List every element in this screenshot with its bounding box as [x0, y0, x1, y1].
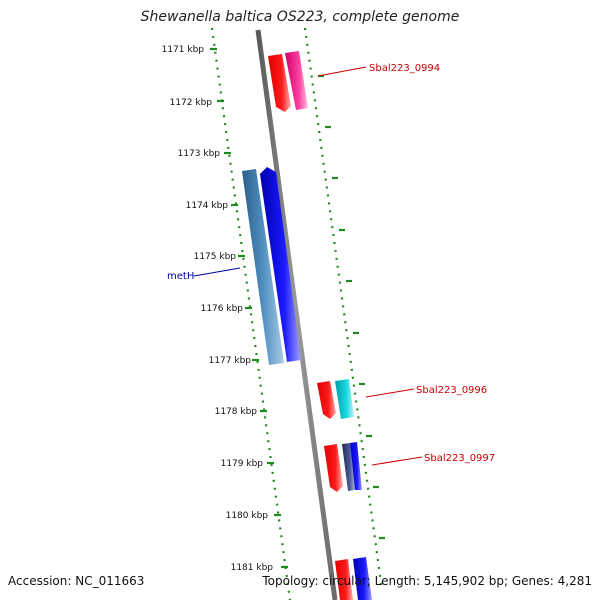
- tick-label: 1177 kbp: [209, 356, 252, 366]
- inner-ruler: [210, 27, 292, 600]
- gene-label[interactable]: Sbal223_0996: [416, 385, 487, 396]
- outer-ruler-ticks: [318, 74, 385, 540]
- tick-label: 1171 kbp: [162, 45, 205, 55]
- tick-label: 1173 kbp: [178, 149, 221, 159]
- tick-label: 1181 kbp: [231, 563, 274, 573]
- genome-summary-text: Topology: circular; Length: 5,145,902 bp…: [262, 574, 592, 588]
- tick-label: 1174 kbp: [186, 201, 229, 211]
- inner-ruler-ticks: [210, 47, 288, 569]
- gene-label[interactable]: Sbal223_0994: [369, 63, 440, 74]
- tick-label: 1172 kbp: [170, 98, 213, 108]
- gene-label[interactable]: metH: [167, 271, 194, 282]
- gene-meth[interactable]: [242, 167, 301, 365]
- tick-label: 1179 kbp: [221, 459, 264, 469]
- gene-bottom[interactable]: [335, 557, 372, 600]
- label-leaders: [193, 66, 423, 466]
- accession-text: Accession: NC_011663: [8, 574, 145, 588]
- gene-label[interactable]: Sbal223_0997: [424, 453, 495, 464]
- gene-sbal223-0996[interactable]: [317, 379, 354, 419]
- tick-label: 1180 kbp: [226, 511, 269, 521]
- outer-ruler: [303, 27, 384, 591]
- genome-backbone: [255, 29, 338, 600]
- gene-sbal223-0994[interactable]: [268, 51, 308, 112]
- gene-sbal223-0997[interactable]: [324, 442, 362, 492]
- tick-label: 1178 kbp: [215, 407, 258, 417]
- tick-label: 1176 kbp: [201, 304, 244, 314]
- tick-label: 1175 kbp: [194, 252, 237, 262]
- map-title: Shewanella baltica OS223, complete genom…: [140, 9, 460, 25]
- ruler-tick-labels: 1171 kbp 1172 kbp 1173 kbp 1174 kbp 1175…: [162, 45, 274, 573]
